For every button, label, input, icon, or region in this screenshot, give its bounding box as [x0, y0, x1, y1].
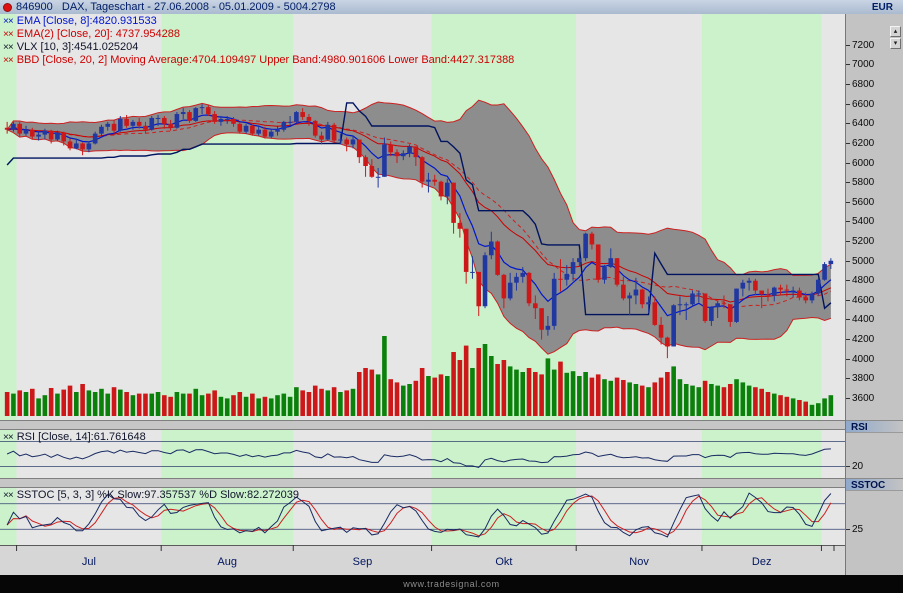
- sstoc-panel-divider[interactable]: [0, 478, 845, 488]
- price-tick-label: 5400: [846, 216, 874, 227]
- price-tick-label: 5600: [846, 197, 874, 208]
- price-tick-label: 5200: [846, 236, 874, 247]
- legend-label: EMA [Close, 8]:4820.931533: [16, 15, 157, 27]
- watermark-bar: www.tradesignal.com: [0, 575, 903, 593]
- svg-text:Aug: Aug: [217, 556, 237, 568]
- legend-label: SSTOC [5, 3, 3] %K Slow:97.357537 %D Slo…: [16, 489, 299, 501]
- chart-panels: ×× EMA [Close, 8]:4820.931533 ×× EMA(2) [C…: [0, 14, 845, 575]
- tick-mark: [846, 44, 850, 46]
- price-tick-label: 3600: [846, 393, 874, 404]
- svg-text:Dez: Dez: [752, 556, 772, 568]
- price-tick-label: 7200: [846, 40, 874, 51]
- tick-mark: [846, 397, 850, 399]
- tick-mark: [846, 162, 850, 164]
- sstoc-legend[interactable]: ×× SSTOC [5, 3, 3] %K Slow:97.357537 %D S…: [3, 489, 299, 501]
- price-axis[interactable]: RSI SSTOC ▴ ▾ 7200 7000 6800 6600 6400 6200 60…: [845, 14, 903, 575]
- indicator-toggle-icon[interactable]: ××: [3, 16, 14, 27]
- rsi-tick-label: 20: [846, 461, 863, 472]
- indicator-toggle-icon[interactable]: ××: [3, 29, 14, 40]
- tick-mark: [846, 280, 850, 282]
- price-tick-label: 3800: [846, 373, 874, 384]
- sstoc-panel[interactable]: ×× SSTOC [5, 3, 3] %K Slow:97.357537 %D S…: [0, 488, 845, 545]
- legend-label: EMA(2) [Close, 20]: 4737.954288: [16, 28, 180, 40]
- legend-item-ema-fast[interactable]: ×× EMA [Close, 8]:4820.931533: [3, 15, 514, 28]
- candlestick-plot[interactable]: [0, 14, 845, 420]
- price-tick-label: 6000: [846, 158, 874, 169]
- legend-label: RSI [Close, 14]:61.761648: [16, 431, 146, 443]
- tick-mark: [846, 378, 850, 380]
- main-price-chart[interactable]: ×× EMA [Close, 8]:4820.931533 ×× EMA(2) [C…: [0, 14, 845, 420]
- tick-mark: [846, 241, 850, 243]
- axis-scroll-down-button[interactable]: ▾: [890, 38, 901, 49]
- price-tick-label: 4200: [846, 334, 874, 345]
- price-tick-label: 4600: [846, 295, 874, 306]
- tick-mark: [846, 528, 850, 530]
- price-tick-label: 6600: [846, 99, 874, 110]
- tick-mark: [846, 64, 850, 66]
- legend-item-bbd[interactable]: ×× BBD [Close, 20, 2] Moving Average:4704…: [3, 54, 514, 67]
- time-axis-plot: Jul Aug Sep Okt Nov Dez: [0, 545, 845, 575]
- price-tick-label: 6200: [846, 138, 874, 149]
- rsi-panel[interactable]: ×× RSI [Close, 14]:61.761648: [0, 430, 845, 478]
- tick-mark: [846, 201, 850, 203]
- sstoc-plot[interactable]: [0, 488, 845, 545]
- rsi-panel-divider[interactable]: [0, 420, 845, 430]
- price-tick-label: 5800: [846, 177, 874, 188]
- tick-mark: [846, 221, 850, 223]
- indicator-toggle-icon[interactable]: ××: [3, 490, 14, 501]
- svg-text:Sep: Sep: [353, 556, 373, 568]
- tick-mark: [846, 103, 850, 105]
- time-axis[interactable]: Jul Aug Sep Okt Nov Dez: [0, 545, 845, 575]
- tick-mark: [846, 123, 850, 125]
- tick-mark: [846, 466, 850, 468]
- indicator-toggle-icon[interactable]: ××: [3, 432, 14, 443]
- price-tick-label: 4000: [846, 354, 874, 365]
- svg-text:Okt: Okt: [495, 556, 512, 568]
- watermark-text: www.tradesignal.com: [403, 579, 500, 589]
- tick-mark: [846, 142, 850, 144]
- sstoc-header[interactable]: SSTOC: [846, 478, 903, 491]
- indicator-legend: ×× EMA [Close, 8]:4820.931533 ×× EMA(2) [C…: [3, 15, 514, 67]
- svg-text:Jul: Jul: [82, 556, 96, 568]
- sstoc-tick-label: 25: [846, 524, 863, 535]
- price-tick-label: 6400: [846, 118, 874, 129]
- price-tick-label: 5000: [846, 256, 874, 267]
- tick-mark: [846, 260, 850, 262]
- tick-mark: [846, 182, 850, 184]
- svg-text:Nov: Nov: [629, 556, 649, 568]
- legend-label: VLX [10, 3]:4541.025204: [16, 41, 139, 53]
- tick-mark: [846, 339, 850, 341]
- currency-label: EUR: [871, 1, 893, 13]
- legend-item-ema-slow[interactable]: ×× EMA(2) [Close, 20]: 4737.954288: [3, 28, 514, 41]
- chart-title: 846900 DAX, Tageschart - 27.06.2008 - 05…: [16, 1, 336, 13]
- rsi-plot[interactable]: [0, 430, 845, 478]
- legend-item-vlx[interactable]: ×× VLX [10, 3]:4541.025204: [3, 41, 514, 54]
- axis-scroll-up-button[interactable]: ▴: [890, 26, 901, 37]
- price-tick-label: 6800: [846, 79, 874, 90]
- indicator-toggle-icon[interactable]: ××: [3, 42, 14, 53]
- price-tick-label: 4400: [846, 314, 874, 325]
- indicator-toggle-icon[interactable]: ××: [3, 55, 14, 66]
- tick-mark: [846, 84, 850, 86]
- tick-mark: [846, 299, 850, 301]
- tick-mark: [846, 358, 850, 360]
- price-tick-label: 7000: [846, 59, 874, 70]
- rsi-header[interactable]: RSI: [846, 420, 903, 433]
- title-bar[interactable]: 846900 DAX, Tageschart - 27.06.2008 - 05…: [0, 0, 903, 14]
- tick-mark: [846, 319, 850, 321]
- price-tick-label: 4800: [846, 275, 874, 286]
- legend-label: BBD [Close, 20, 2] Moving Average:4704.1…: [16, 54, 515, 66]
- instrument-bullet-icon: [3, 2, 12, 12]
- rsi-legend[interactable]: ×× RSI [Close, 14]:61.761648: [3, 431, 146, 443]
